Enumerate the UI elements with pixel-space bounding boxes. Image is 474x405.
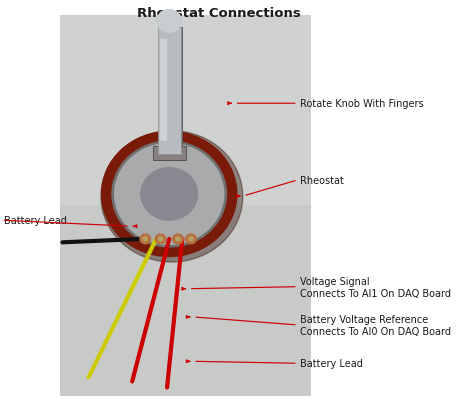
Text: Battery Lead: Battery Lead — [4, 215, 66, 226]
Text: Battery Voltage Reference
Connects To AI0 On DAQ Board: Battery Voltage Reference Connects To AI… — [300, 314, 451, 336]
Circle shape — [140, 234, 150, 244]
Circle shape — [173, 234, 183, 244]
FancyBboxPatch shape — [60, 15, 311, 396]
Circle shape — [157, 11, 182, 33]
Circle shape — [143, 237, 147, 241]
FancyBboxPatch shape — [160, 40, 167, 142]
FancyBboxPatch shape — [60, 15, 311, 205]
Text: Rotate Knob With Fingers: Rotate Knob With Fingers — [300, 99, 424, 109]
Circle shape — [101, 132, 237, 257]
Circle shape — [112, 142, 227, 247]
Circle shape — [176, 237, 180, 241]
Text: Rheostat: Rheostat — [300, 175, 344, 185]
Text: Battery Lead: Battery Lead — [300, 358, 363, 369]
Circle shape — [141, 168, 198, 221]
FancyBboxPatch shape — [158, 28, 181, 154]
Circle shape — [158, 237, 163, 241]
Circle shape — [189, 237, 193, 241]
FancyBboxPatch shape — [160, 28, 183, 154]
Circle shape — [101, 131, 243, 262]
Text: Rheostat Connections: Rheostat Connections — [137, 7, 301, 20]
Text: Voltage Signal
Connects To AI1 On DAQ Board: Voltage Signal Connects To AI1 On DAQ Bo… — [300, 276, 451, 298]
Circle shape — [186, 234, 196, 244]
Circle shape — [155, 234, 166, 244]
FancyBboxPatch shape — [153, 146, 186, 160]
Circle shape — [115, 144, 224, 245]
